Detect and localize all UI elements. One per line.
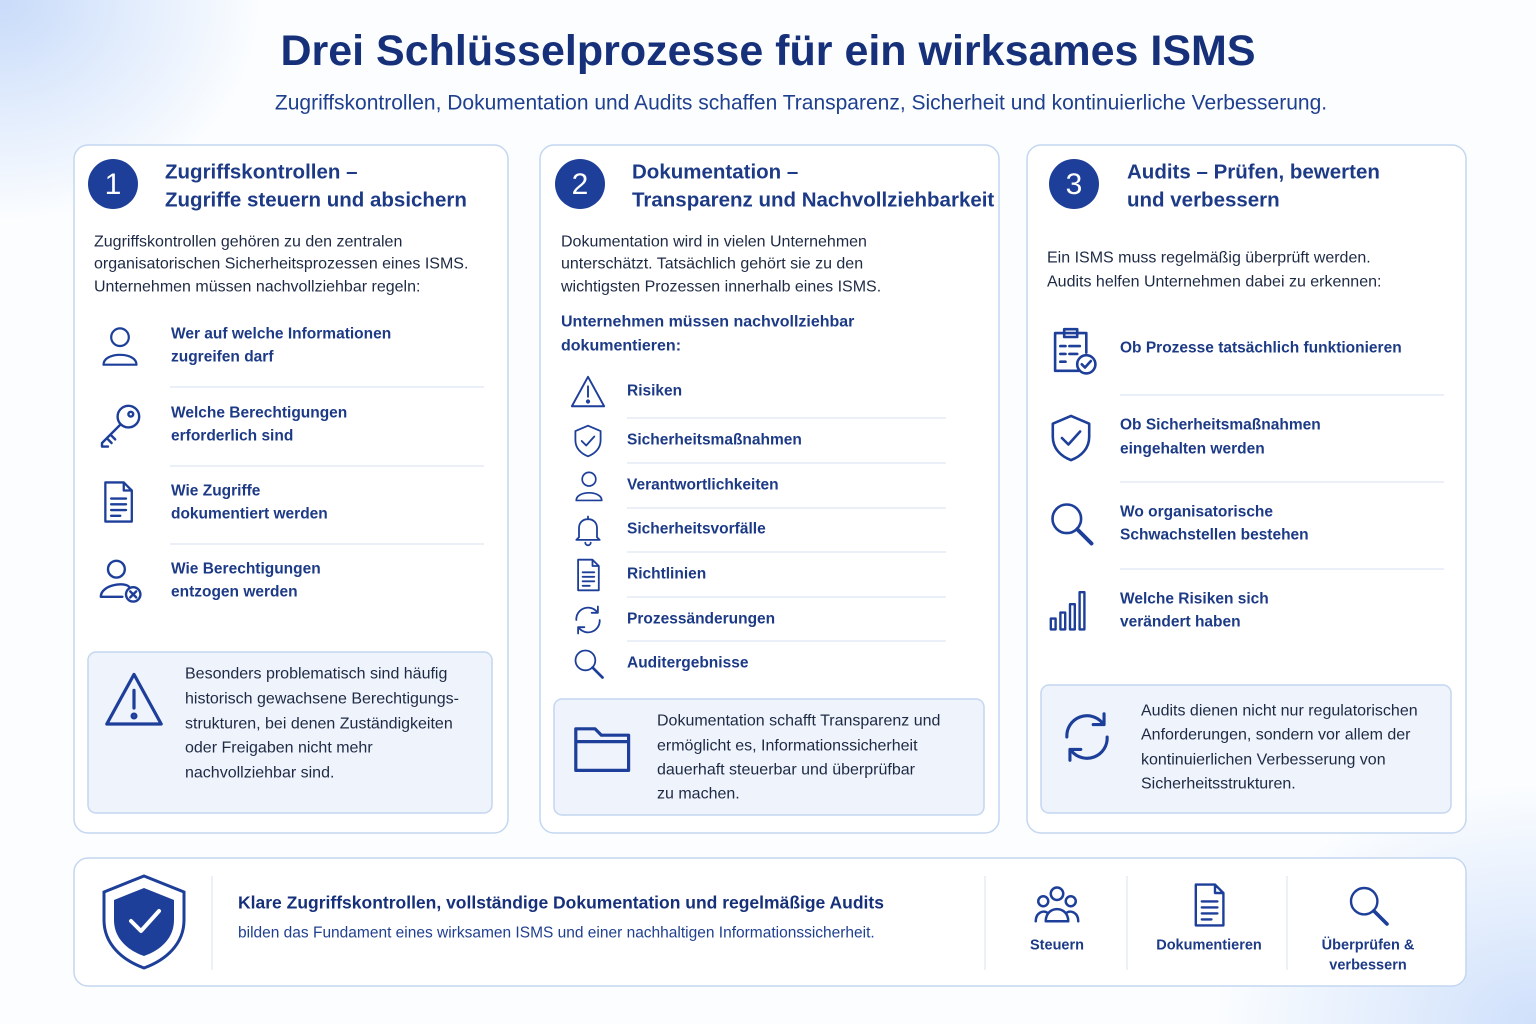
card-intro: Unternehmen müssen nachvollziehbar regel… (94, 278, 421, 296)
card-intro: organisatorischen Sicherheitsprozessen e… (94, 255, 469, 273)
list-item: Wer auf welche Informationen (171, 325, 392, 343)
footer-action: Dokumentieren (1156, 937, 1262, 954)
number-circle (88, 159, 138, 209)
separators (170, 386, 1444, 970)
list-item: Ob Prozesse tatsächlich funktionieren (1120, 339, 1402, 357)
list-item: verändert haben (1120, 613, 1241, 631)
list-item: Schwachstellen bestehen (1120, 526, 1309, 544)
number-circles (88, 159, 1099, 209)
note-text: nachvollziehbar sind. (185, 764, 335, 782)
list-item: Sicherheitsvorfälle (627, 520, 766, 538)
note-boxes (87, 651, 1452, 816)
list-item: entzogen werden (171, 583, 298, 601)
card-title: und verbessern (1127, 188, 1280, 212)
card-intro: wichtigsten Prozessen innerhalb eines IS… (561, 278, 882, 296)
note-text: ermöglicht es, Informationssicherheit (657, 737, 918, 755)
card-title: Zugriffskontrollen – (165, 160, 358, 184)
note-text: Dokumentation schafft Transparenz und (657, 712, 941, 730)
note-text: strukturen, bei denen Zuständigkeiten (185, 715, 453, 733)
note-box (553, 698, 985, 816)
footer-action: Überprüfen & (1321, 937, 1415, 954)
list-item: Verantwortlichkeiten (627, 476, 779, 494)
list-item: Richtlinien (627, 565, 707, 583)
note-text: Audits dienen nicht nur regulatorischen (1141, 702, 1418, 720)
note-text: oder Freigaben nicht mehr (185, 739, 373, 757)
list-item: eingehalten werden (1120, 440, 1265, 458)
card-title: Dokumentation – (632, 160, 799, 184)
card-title: Transparenz und Nachvollziehbarkeit (632, 188, 995, 212)
note-text: Sicherheitsstrukturen. (1141, 775, 1296, 793)
footer-action: Steuern (1030, 937, 1084, 954)
list-item: Prozessänderungen (627, 610, 776, 628)
note-text: dauerhaft steuerbar und überprüfbar (657, 761, 915, 779)
footer-box (73, 857, 1467, 987)
card-title: Audits – Prüfen, bewerten (1127, 160, 1380, 184)
list-item: dokumentiert werden (171, 505, 328, 523)
list-item: Wo organisatorische (1120, 503, 1274, 521)
list-item: erforderlich sind (171, 427, 294, 445)
note-text: Besonders problematisch sind häufig (185, 665, 448, 683)
card-intro: Audits helfen Unternehmen dabei zu erken… (1047, 273, 1382, 291)
number-circle (555, 159, 605, 209)
card (1026, 144, 1467, 834)
list-item: Auditergebnisse (627, 654, 749, 672)
list-item: Wie Zugriffe (171, 482, 261, 500)
card (539, 144, 1000, 834)
note-box (87, 651, 493, 814)
card-intro: unterschätzt. Tatsächlich gehört sie zu … (561, 255, 864, 273)
step-number: 2 (571, 168, 589, 201)
footer-headline: Klare Zugriffskontrollen, vollständige D… (238, 892, 884, 913)
card-subheading: Unternehmen müssen nachvollziehbar (561, 313, 855, 331)
number-circle (1049, 159, 1099, 209)
footer-text: bilden das Fundament eines wirksamen ISM… (238, 924, 875, 942)
list-item: zugreifen darf (171, 348, 274, 366)
list-item: Welche Risiken sich (1120, 590, 1269, 608)
note-text: Anforderungen, sondern vor allem der (1141, 726, 1411, 744)
page-title: Drei Schlüsselprozesse für ein wirksames… (280, 27, 1256, 76)
step-number: 3 (1065, 168, 1083, 201)
card-intro: Zugriffskontrollen gehören zu den zentra… (94, 233, 403, 251)
list-item: Ob Sicherheitsmaßnahmen (1120, 416, 1321, 434)
list-item: Sicherheitsmaßnahmen (627, 431, 802, 449)
note-text: kontinuierlichen Verbesserung von (1141, 751, 1386, 769)
footer-action: verbessern (1329, 957, 1407, 974)
list-item: Risiken (627, 382, 683, 400)
card-intro: Dokumentation wird in vielen Unternehmen (561, 233, 867, 251)
card-subheading: dokumentieren: (561, 337, 682, 355)
page-subtitle: Zugriffskontrollen, Dokumentation und Au… (274, 91, 1328, 115)
footer-shield (102, 874, 186, 970)
card-title: Zugriffe steuern und absichern (165, 188, 467, 212)
list-item: Wie Berechtigungen (171, 560, 321, 578)
note-text: zu machen. (657, 785, 740, 803)
step-number: 1 (104, 168, 122, 201)
card-intro: Ein ISMS muss regelmäßig überprüft werde… (1047, 249, 1371, 267)
list-item: Welche Berechtigungen (171, 404, 348, 422)
note-box (1040, 684, 1452, 814)
note-text: historisch gewachsene Berechtigungs- (185, 690, 459, 708)
